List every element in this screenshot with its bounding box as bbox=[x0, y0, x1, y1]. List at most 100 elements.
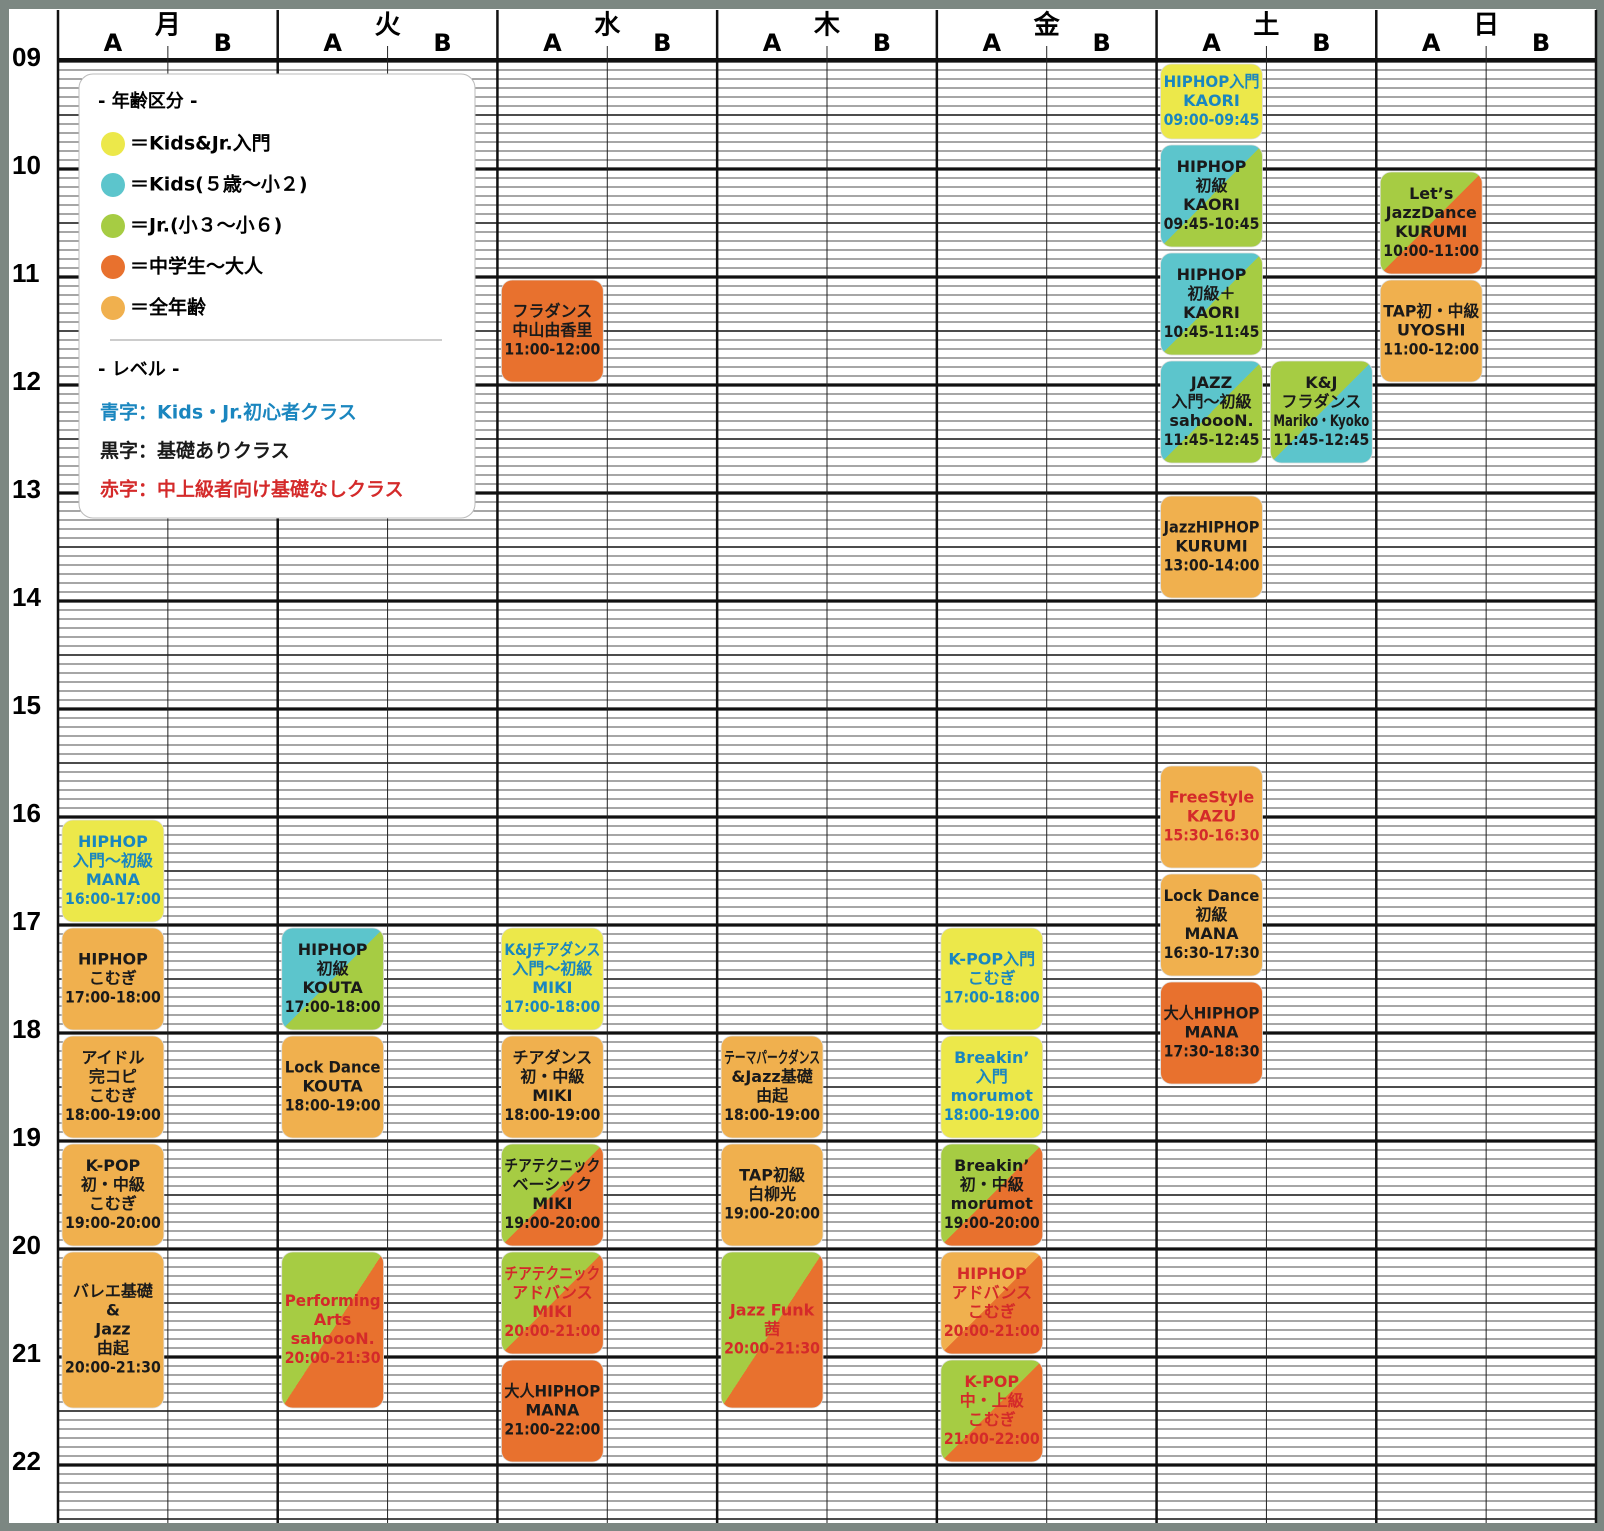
class-bg bbox=[61, 1035, 165, 1139]
class-line: こむぎ bbox=[89, 1194, 137, 1213]
class-time: 11:00-12:00 bbox=[504, 340, 600, 359]
class-line: HIPHOP bbox=[957, 1264, 1027, 1283]
class-line: Breakin’ bbox=[954, 1156, 1029, 1175]
class-time: 19:00-20:00 bbox=[504, 1213, 600, 1232]
class-bg bbox=[1160, 981, 1263, 1085]
class-bg bbox=[281, 1251, 384, 1409]
class-line: 入門〜初級 bbox=[1171, 392, 1251, 411]
class-time: 20:00-21:00 bbox=[944, 1321, 1040, 1340]
class-line: MIKI bbox=[532, 1194, 572, 1213]
class-line: 大人HIPHOP bbox=[1164, 1004, 1260, 1023]
hour-label: 17 bbox=[12, 906, 41, 936]
class-time: 09:45-10:45 bbox=[1164, 214, 1260, 233]
class-line: 中山由香里 bbox=[512, 321, 592, 340]
class-line: 初・中級 bbox=[960, 1175, 1024, 1194]
class-line: HIPHOP bbox=[1177, 157, 1247, 176]
class-time: 20:00-21:30 bbox=[65, 1358, 161, 1377]
day-name: 水 bbox=[594, 11, 621, 41]
hour-label: 10 bbox=[12, 150, 41, 180]
class-bg bbox=[501, 279, 604, 383]
class-time: 16:30-17:30 bbox=[1164, 943, 1260, 962]
class-line: アドバンス bbox=[512, 1283, 592, 1302]
legend-label: 青字：Kids・Jr.初心者クラス bbox=[100, 401, 357, 424]
class-line: 茜 bbox=[764, 1320, 780, 1339]
class-bg bbox=[61, 819, 165, 923]
class-bg bbox=[940, 1143, 1044, 1247]
class-line: KAORI bbox=[1183, 91, 1240, 110]
class-line: JazzDance bbox=[1385, 203, 1477, 222]
class-line: こむぎ bbox=[89, 1086, 137, 1105]
class-line: morumot bbox=[951, 1194, 1034, 1213]
room-label: B bbox=[1312, 29, 1330, 57]
room-label: A bbox=[323, 29, 342, 57]
class-bg bbox=[1379, 279, 1483, 383]
class-bg bbox=[501, 1251, 604, 1355]
class-line: チアテクニック bbox=[504, 1156, 600, 1175]
class-line: ベーシック bbox=[513, 1175, 593, 1194]
class-time: 18:00-19:00 bbox=[724, 1105, 820, 1124]
class-line: HIPHOP bbox=[78, 950, 148, 969]
class-line: チアダンス bbox=[513, 1048, 593, 1067]
hour-label: 19 bbox=[12, 1122, 41, 1152]
legend-swatch bbox=[101, 173, 125, 197]
class-line: HIPHOP bbox=[298, 940, 368, 959]
class-bg bbox=[1160, 63, 1263, 140]
class-time: 11:45-12:45 bbox=[1273, 430, 1369, 449]
class-time: 20:00-21:30 bbox=[285, 1348, 381, 1367]
class-line: こむぎ bbox=[89, 969, 137, 988]
class-bg bbox=[1160, 360, 1263, 464]
room-label: A bbox=[982, 29, 1001, 57]
class-line: UYOSHI bbox=[1397, 321, 1465, 340]
class-line: Mariko・Kyoko bbox=[1273, 411, 1369, 430]
class-time: 20:00-21:00 bbox=[504, 1321, 600, 1340]
class-time: 17:30-18:30 bbox=[1164, 1042, 1260, 1061]
class-line: MANA bbox=[525, 1401, 580, 1420]
room-label: B bbox=[653, 29, 671, 57]
day-name: 土 bbox=[1253, 11, 1279, 41]
class-time: 18:00-19:00 bbox=[944, 1105, 1040, 1124]
class-line: こむぎ bbox=[968, 1302, 1016, 1321]
class-line: morumot bbox=[951, 1086, 1034, 1105]
class-line: KURUMI bbox=[1175, 537, 1247, 556]
class-bg bbox=[1160, 252, 1263, 356]
hour-label: 14 bbox=[12, 582, 41, 612]
class-time: 17:00-18:00 bbox=[65, 988, 161, 1007]
class-bg bbox=[720, 1143, 824, 1247]
class-time: 11:00-12:00 bbox=[1383, 340, 1479, 359]
class-line: K&Jチアダンス bbox=[504, 940, 600, 959]
room-label: A bbox=[1202, 29, 1221, 57]
room-label: B bbox=[433, 29, 451, 57]
hour-label: 12 bbox=[12, 366, 41, 396]
class-time: 13:00-14:00 bbox=[1164, 556, 1260, 575]
class-bg bbox=[501, 1359, 604, 1463]
class-line: Arts bbox=[314, 1310, 351, 1329]
class-bg bbox=[1270, 360, 1373, 464]
class-line: TAP初・中級 bbox=[1383, 302, 1479, 321]
room-label: B bbox=[1532, 29, 1550, 57]
class-bg bbox=[501, 1035, 604, 1139]
class-bg bbox=[940, 1359, 1044, 1463]
class-line: K-POP入門 bbox=[948, 950, 1035, 969]
class-time: 19:00-20:00 bbox=[724, 1204, 820, 1223]
class-line: TAP初級 bbox=[739, 1166, 805, 1185]
class-line: チアテクニック bbox=[504, 1264, 600, 1283]
class-line: Let’s bbox=[1409, 184, 1453, 203]
class-line: 由起 bbox=[756, 1086, 789, 1105]
class-line: K-POP bbox=[86, 1156, 141, 1175]
